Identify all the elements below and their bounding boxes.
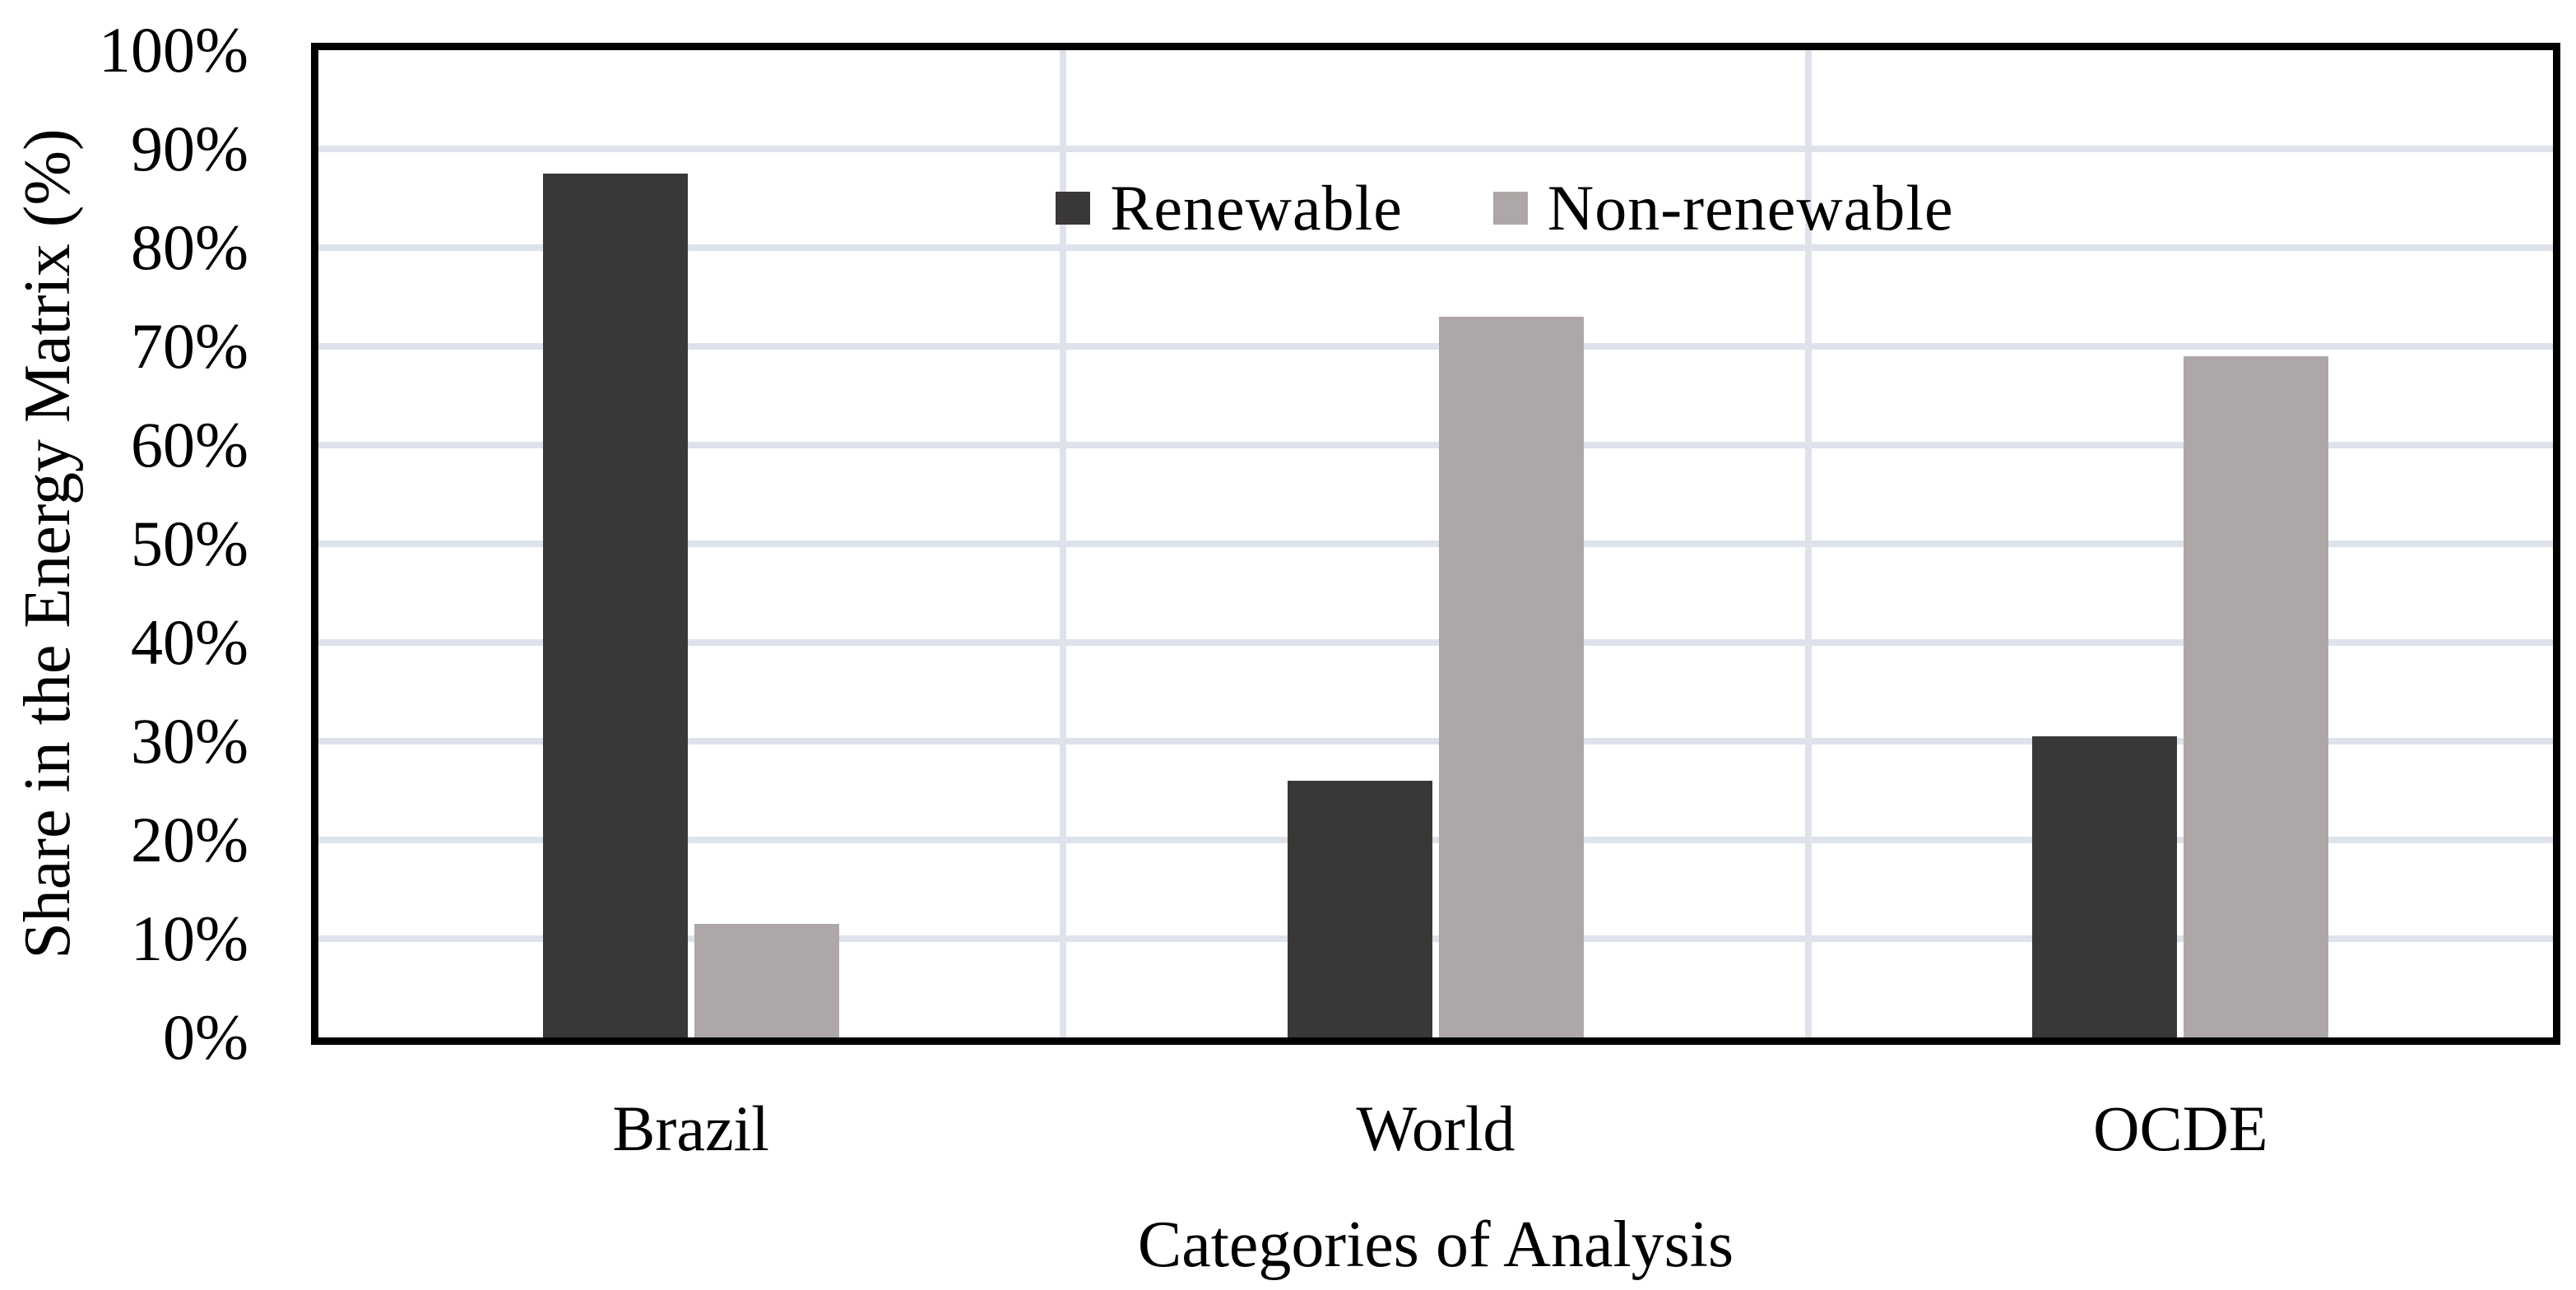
- bar-world-renewable: [1288, 781, 1432, 1037]
- horizontal-gridline-80: [318, 244, 2553, 251]
- y-tick-label-0: 0%: [163, 1001, 248, 1073]
- bar-ocde-renewable: [2032, 736, 2178, 1037]
- legend-item-renewable: Renewable: [1056, 171, 1403, 245]
- bar-brazil-renewable: [542, 174, 688, 1037]
- horizontal-gridline-10: [318, 935, 2553, 942]
- horizontal-gridline-50: [318, 541, 2553, 547]
- y-tick-label-100: 100%: [99, 14, 248, 86]
- y-tick-label-60: 60%: [131, 409, 248, 480]
- bar-brazil-non-renewable: [694, 924, 839, 1037]
- plot-area: [311, 43, 2560, 1045]
- y-tick-label-40: 40%: [131, 606, 248, 678]
- legend-swatch-renewable-icon: [1056, 192, 1091, 225]
- y-tick-label-30: 30%: [131, 705, 248, 777]
- y-tick-label-50: 50%: [131, 508, 248, 579]
- vertical-gridline-1: [1060, 50, 1067, 1037]
- horizontal-gridline-60: [318, 442, 2553, 448]
- horizontal-gridline-70: [318, 343, 2553, 350]
- horizontal-gridline-30: [318, 738, 2553, 745]
- legend-item-non-renewable: Non-renewable: [1492, 171, 1954, 245]
- y-tick-label-10: 10%: [131, 903, 248, 974]
- legend-swatch-non-renewable-icon: [1492, 192, 1528, 225]
- bar-ocde-non-renewable: [2184, 356, 2329, 1037]
- legend-label-renewable: Renewable: [1110, 172, 1403, 244]
- y-tick-label-20: 20%: [131, 804, 248, 875]
- category-label-brazil: Brazil: [612, 1093, 769, 1164]
- horizontal-gridline-40: [318, 639, 2553, 646]
- bar-world-non-renewable: [1439, 317, 1584, 1037]
- y-tick-label-80: 80%: [131, 211, 248, 283]
- y-tick-label-70: 70%: [131, 310, 248, 382]
- legend: Renewable Non-renewable: [380, 171, 2576, 245]
- vertical-gridline-2: [1804, 50, 1812, 1037]
- horizontal-gridline-90: [318, 146, 2553, 152]
- x-axis-title: Categories of Analysis: [1137, 1209, 1734, 1281]
- category-label-world: World: [1356, 1093, 1515, 1164]
- category-label-ocde: OCDE: [2093, 1093, 2268, 1164]
- legend-label-non-renewable: Non-renewable: [1547, 172, 1954, 244]
- y-tick-label-90: 90%: [131, 113, 248, 184]
- horizontal-gridline-20: [318, 837, 2553, 843]
